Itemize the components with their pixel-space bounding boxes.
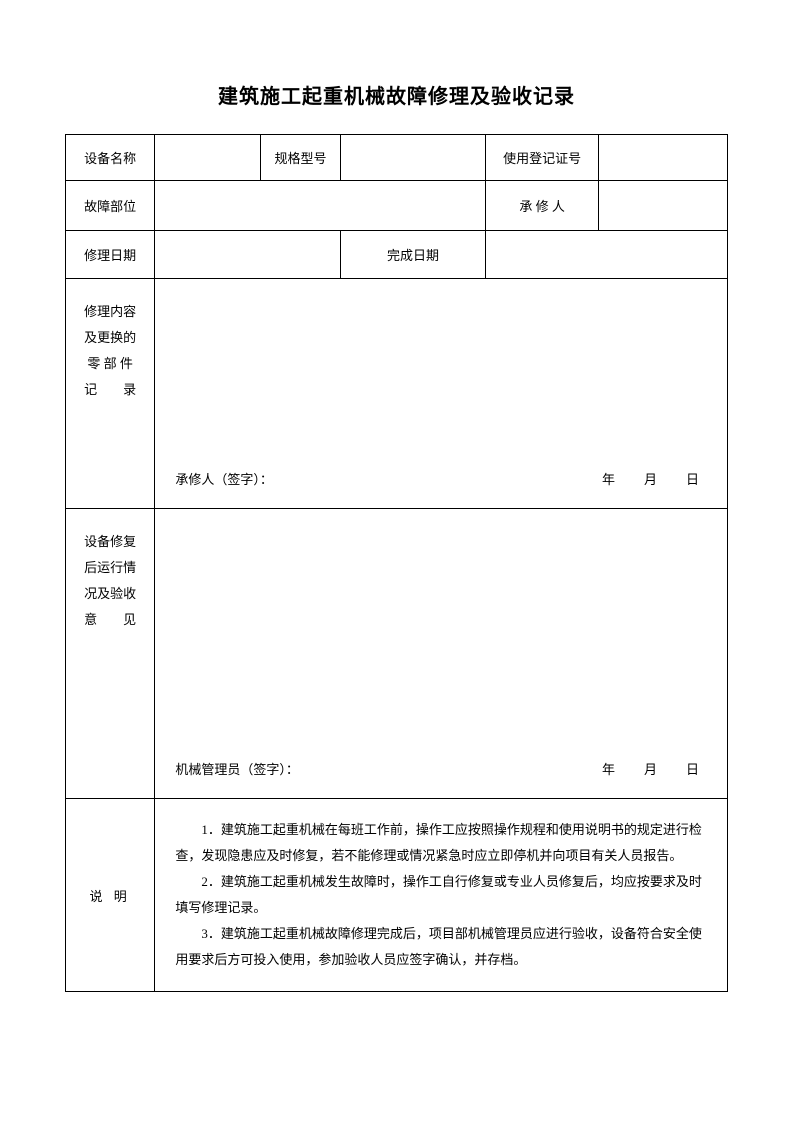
label-line: 意 见 xyxy=(74,607,146,633)
label-spec-model: 规格型号 xyxy=(261,135,340,181)
value-completion-date xyxy=(486,231,728,279)
notes-content: 1．建筑施工起重机械在每班工作前，操作工应按照操作规程和使用说明书的规定进行检查… xyxy=(155,799,728,992)
note-item: 2．建筑施工起重机械发生故障时，操作工自行修复或专业人员修复后，均应按要求及时填… xyxy=(175,869,707,921)
table-row: 修理日期 完成日期 xyxy=(66,231,728,279)
date-text: 年 月 日 xyxy=(602,759,707,778)
note-item: 1．建筑施工起重机械在每班工作前，操作工应按照操作规程和使用说明书的规定进行检查… xyxy=(175,817,707,869)
table-row: 说 明 1．建筑施工起重机械在每班工作前，操作工应按照操作规程和使用说明书的规定… xyxy=(66,799,728,992)
table-row: 修理内容 及更换的 零 部 件 记 录 承修人（签字）： 年 月 日 xyxy=(66,279,728,509)
value-equipment-name xyxy=(155,135,261,181)
date-text: 年 月 日 xyxy=(602,469,707,488)
label-line: 零 部 件 xyxy=(74,351,146,377)
value-fault-location xyxy=(155,181,486,231)
manager-signature-line: 机械管理员（签字）： 年 月 日 xyxy=(175,759,707,778)
table-row: 设备名称 规格型号 使用登记证号 xyxy=(66,135,728,181)
manager-sign-label: 机械管理员（签字）： xyxy=(175,759,299,778)
table-row: 设备修复 后运行情 况及验收 意 见 机械管理员（签字）： 年 月 日 xyxy=(66,509,728,799)
label-fault-location: 故障部位 xyxy=(66,181,155,231)
repairer-sign-label: 承修人（签字）： xyxy=(175,469,273,488)
value-registration-no xyxy=(598,135,727,181)
label-running-status: 设备修复 后运行情 况及验收 意 见 xyxy=(66,509,155,799)
value-spec-model xyxy=(340,135,486,181)
repairer-signature-line: 承修人（签字）： 年 月 日 xyxy=(175,469,707,488)
label-repair-content: 修理内容 及更换的 零 部 件 记 录 xyxy=(66,279,155,509)
value-repairer xyxy=(598,181,727,231)
record-table: 设备名称 规格型号 使用登记证号 故障部位 承 修 人 修理日期 完成日期 修理… xyxy=(65,134,728,992)
label-registration-no: 使用登记证号 xyxy=(486,135,599,181)
notes-label-text: 说 明 xyxy=(90,889,131,904)
value-repair-date xyxy=(155,231,340,279)
table-row: 故障部位 承 修 人 xyxy=(66,181,728,231)
repair-content-area: 承修人（签字）： 年 月 日 xyxy=(155,279,728,509)
note-item: 3．建筑施工起重机械故障修理完成后，项目部机械管理员应进行验收，设备符合安全使用… xyxy=(175,921,707,973)
label-line: 修理内容 xyxy=(74,299,146,325)
label-completion-date: 完成日期 xyxy=(340,231,486,279)
label-line: 后运行情 xyxy=(74,555,146,581)
label-repair-date: 修理日期 xyxy=(66,231,155,279)
page-title: 建筑施工起重机械故障修理及验收记录 xyxy=(65,80,728,109)
label-line: 设备修复 xyxy=(74,529,146,555)
label-repairer: 承 修 人 xyxy=(486,181,599,231)
running-status-area: 机械管理员（签字）： 年 月 日 xyxy=(155,509,728,799)
label-equipment-name: 设备名称 xyxy=(66,135,155,181)
label-line: 况及验收 xyxy=(74,581,146,607)
label-line: 记 录 xyxy=(74,377,146,403)
label-line: 及更换的 xyxy=(74,325,146,351)
label-notes: 说 明 xyxy=(66,799,155,992)
